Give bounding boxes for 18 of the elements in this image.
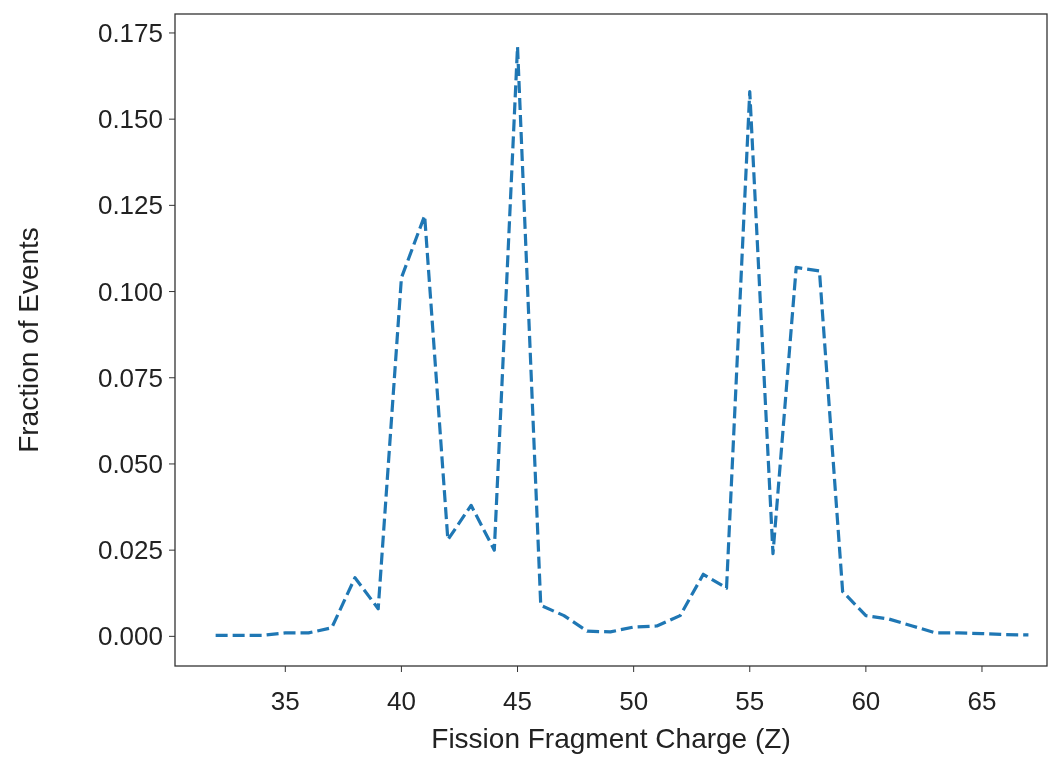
x-tick-label: 55 [735,686,765,716]
x-tick-label: 60 [851,686,881,716]
y-tick-label: 0.000 [97,621,163,652]
y-tick-label: 0.150 [97,104,163,135]
x-axis-title: Fission Fragment Charge (Z) [431,723,791,754]
y-tick-label: 0.125 [97,190,163,221]
x-tick-label: 35 [270,686,300,716]
x-tick-label: 40 [386,686,416,716]
x-tick-label: 50 [619,686,649,716]
y-tick-label: 0.100 [97,276,163,307]
line-series [214,45,1031,637]
y-tick-label: 0.175 [97,18,163,49]
x-tick-label: 65 [967,686,997,716]
x-tick-label: 45 [503,686,532,716]
y-tick-label: 0.025 [97,535,163,566]
y-tick-label: 0.050 [97,449,163,480]
y-tick-label: 0.075 [97,362,163,393]
y-axis-title: Fraction of Events [13,227,44,453]
